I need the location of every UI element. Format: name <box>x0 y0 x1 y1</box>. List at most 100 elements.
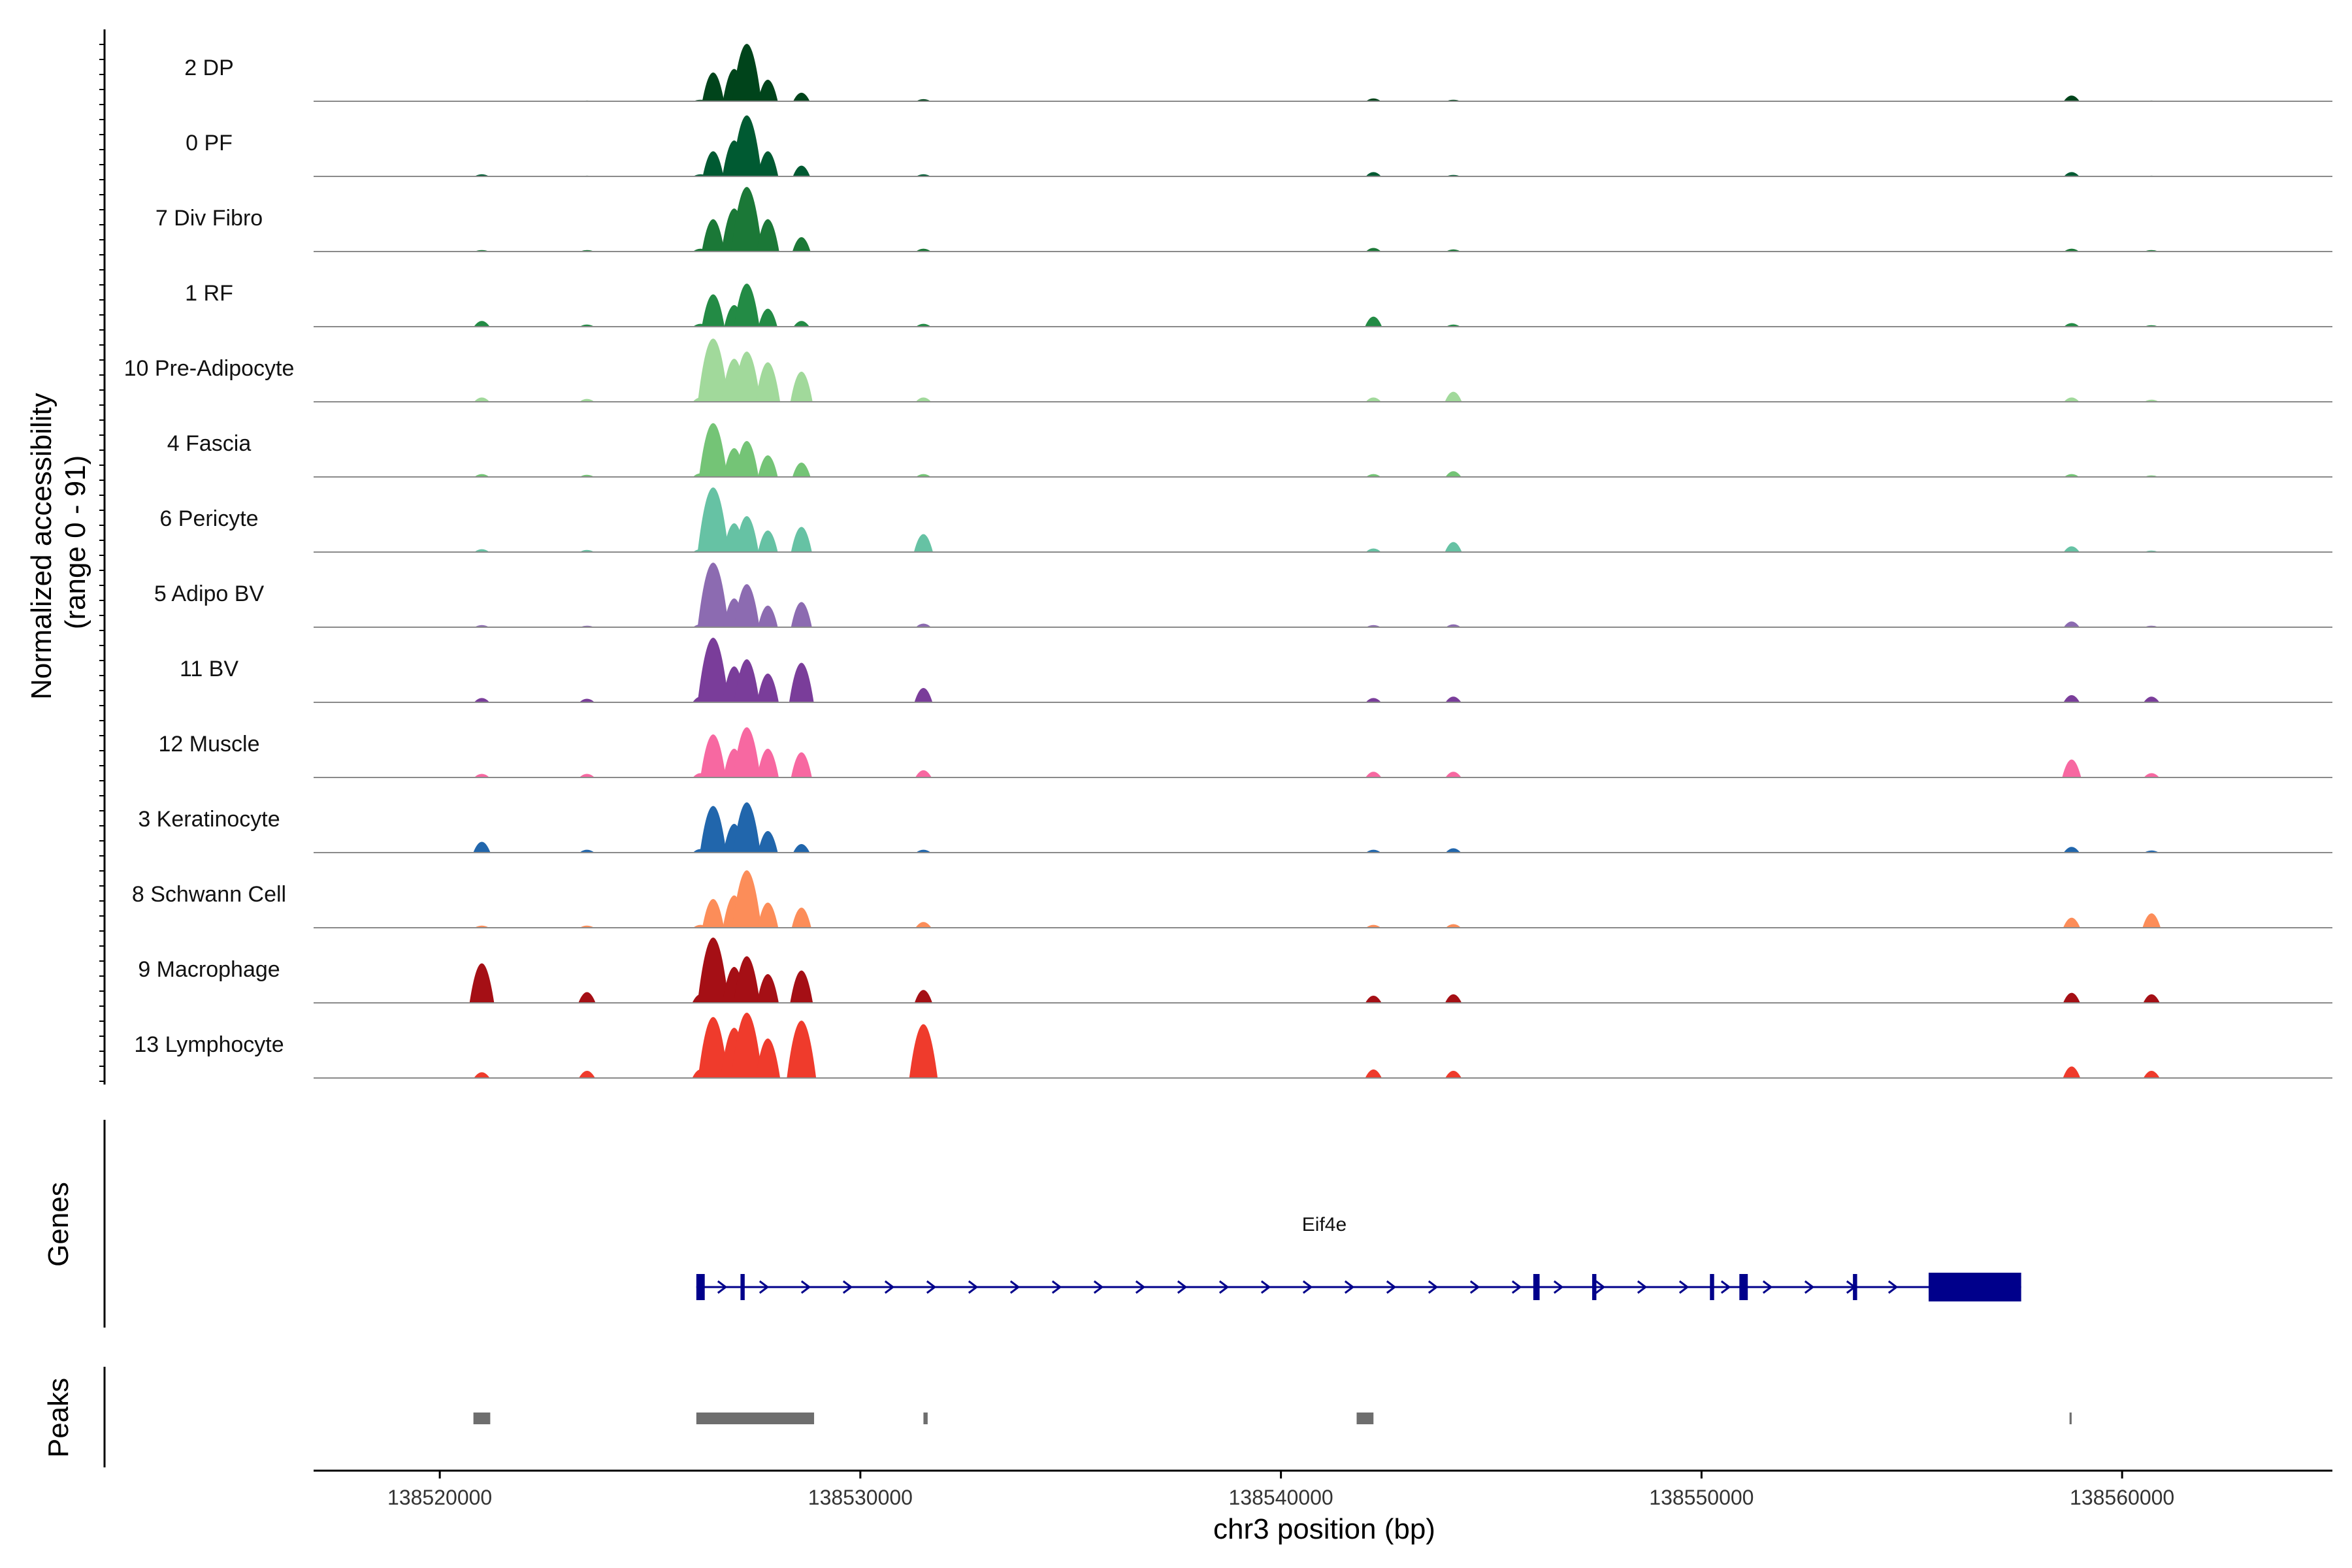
strand-arrow <box>1177 1280 1188 1294</box>
coverage-peak <box>915 922 932 928</box>
coverage-peak <box>2063 546 2080 552</box>
strand-arrow <box>1762 1280 1773 1294</box>
strand-arrow <box>1678 1280 1690 1294</box>
coverage-peak <box>792 463 811 477</box>
strand-arrow <box>1637 1280 1648 1294</box>
track-label: 12 Muscle <box>159 732 260 757</box>
coverage-peak <box>1445 1071 1462 1078</box>
coverage-peak <box>2142 913 2161 928</box>
track-label: 7 Div Fibro <box>155 206 263 231</box>
gene-exon <box>1592 1274 1597 1300</box>
coverage-peak <box>697 563 729 627</box>
coverage-peak <box>732 870 762 928</box>
track-3 <box>314 187 2332 252</box>
coverage-peak <box>1365 996 1382 1003</box>
coverage-peak <box>474 397 490 402</box>
coverage-peak <box>474 698 490 702</box>
coverage-peak <box>791 527 812 552</box>
coverage-peak <box>731 115 762 176</box>
coverage-peak <box>915 849 932 853</box>
coverage-peak <box>2063 1066 2081 1078</box>
track-4 <box>314 284 2332 327</box>
gene-exon <box>1533 1274 1540 1300</box>
strand-arrow <box>926 1280 937 1294</box>
peak-region <box>473 1413 491 1424</box>
strand-arrow <box>1386 1280 1397 1294</box>
coverage-peak <box>757 455 778 477</box>
coverage-peak <box>733 727 761 777</box>
coverage-peak <box>702 219 725 252</box>
strand-arrow <box>1553 1280 1564 1294</box>
strand-arrow <box>968 1280 979 1294</box>
track-8 <box>314 563 2332 628</box>
strand-arrow <box>1887 1280 1899 1294</box>
coverage-peak <box>698 1017 728 1078</box>
coverage-peak <box>579 698 595 702</box>
coverage-peak <box>757 902 779 928</box>
coverage-peak <box>733 956 760 1003</box>
gene-exon <box>696 1274 705 1300</box>
coverage-peak <box>791 602 812 627</box>
coverage-peak <box>915 323 932 327</box>
coverage-peak <box>1365 316 1382 327</box>
track-7 <box>314 487 2332 553</box>
coverage-peak <box>697 938 729 1003</box>
track-2 <box>314 115 2332 177</box>
coverage-peak <box>1365 397 1382 402</box>
coverage-peak <box>2063 95 2080 101</box>
track-label: 13 Lymphocyte <box>134 1032 284 1057</box>
coverage-peak <box>2063 917 2080 928</box>
coverage-peak <box>757 151 779 176</box>
coverage-peak <box>757 531 778 552</box>
x-axis-title: chr3 position (bp) <box>1213 1513 1435 1545</box>
track-label: 2 DP <box>184 56 234 80</box>
coverage-peak <box>915 397 932 402</box>
gene-exon <box>740 1274 745 1300</box>
coverage-peak <box>702 151 724 176</box>
coverage-peak <box>1365 772 1382 777</box>
coverage-peak <box>757 749 779 777</box>
coverage-peak <box>791 907 811 928</box>
coverage-peak <box>473 841 491 853</box>
coverage-peak <box>733 351 761 402</box>
y-axis-title-line-2: (range 0 - 91) <box>59 455 91 630</box>
strand-arrow <box>842 1280 853 1294</box>
strand-arrow <box>1093 1280 1104 1294</box>
coverage-peak <box>1365 1069 1382 1078</box>
strand-arrow <box>717 1280 728 1294</box>
coverage-peak <box>698 423 728 477</box>
strand-arrow <box>800 1280 811 1294</box>
coverage-peak <box>734 284 760 327</box>
coverage-peak <box>909 1024 938 1078</box>
x-tick-label: 138540000 <box>1229 1486 1333 1509</box>
coverage-peak <box>474 474 490 477</box>
strand-arrow <box>1051 1280 1062 1294</box>
coverage-peak <box>787 1021 817 1078</box>
x-tick-label: 138550000 <box>1649 1486 1754 1509</box>
gene-exon <box>1739 1274 1748 1300</box>
coverage-peak <box>915 474 932 477</box>
peaks-panel: Peaks <box>42 1367 2072 1467</box>
coverage-peak <box>733 802 761 853</box>
track-label: 4 Fascia <box>167 431 252 456</box>
coverage-peak <box>1445 696 1462 702</box>
coverage-peak <box>2064 248 2080 252</box>
coverage-peak <box>731 187 762 252</box>
track-10 <box>314 727 2332 778</box>
coverage-peak <box>474 321 490 327</box>
strand-arrow <box>1218 1280 1230 1294</box>
coverage-peak <box>697 487 729 552</box>
gene-exon <box>1853 1274 1857 1300</box>
coverage-peak <box>700 806 727 853</box>
coverage-peak <box>702 899 725 928</box>
coverage-peak <box>2062 759 2082 777</box>
coverage-peak <box>757 674 779 702</box>
coverage-peak <box>1445 848 1462 853</box>
coverage-peak <box>1365 698 1382 702</box>
coverage-peak <box>2143 1071 2160 1078</box>
strand-arrow <box>1511 1280 1522 1294</box>
coverage-peak <box>1445 391 1462 402</box>
coverage-peak <box>2063 992 2080 1003</box>
strand-arrow <box>1595 1280 1606 1294</box>
peak-region <box>696 1413 815 1424</box>
